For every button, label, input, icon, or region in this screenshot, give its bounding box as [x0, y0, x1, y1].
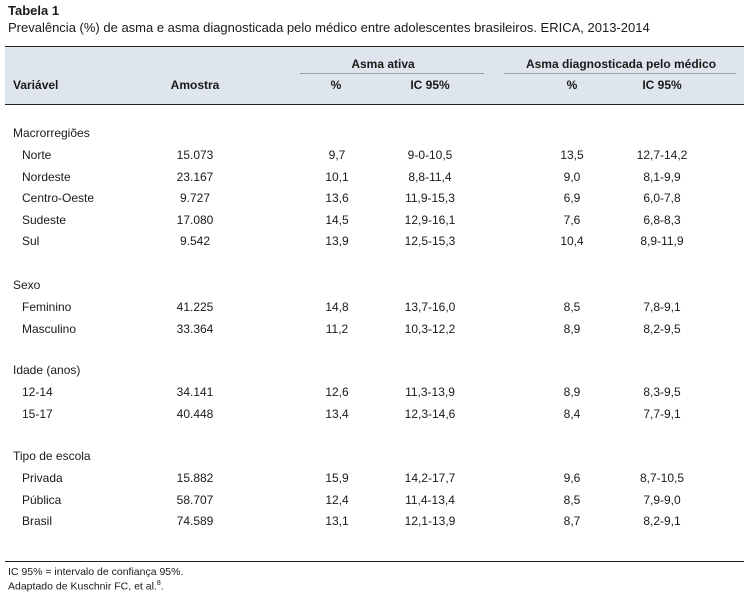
cell-amostra: 74.589 [176, 514, 214, 528]
cell-asma-diagnosticada-pct: 9,0 [563, 169, 581, 184]
cell-amostra: 23.167 [176, 169, 214, 184]
cell-variavel: Norte [22, 148, 52, 162]
cell-asma-diagnosticada-ic: 8,2-9,5 [643, 321, 681, 336]
cell-asma-diagnosticada-pct: 6,9 [563, 191, 581, 205]
cell-asma-ativa-ic: 12,1-13,9 [404, 514, 456, 528]
cell-asma-diagnosticada-ic: 8,9-11,9 [640, 234, 684, 248]
cell-variavel: Brasil [22, 514, 53, 528]
column-header-variavel: Variável [13, 78, 59, 92]
cell-variavel: 12-14 [22, 385, 53, 399]
cell-asma-ativa-pct: 13,9 [325, 234, 349, 248]
section-label: Sexo [13, 278, 41, 292]
cell-asma-diagnosticada-pct: 9,6 [563, 471, 581, 485]
footnote-source-end: . [160, 580, 164, 593]
cell-asma-ativa-ic: 9-0-10,5 [407, 148, 453, 162]
column-header-asma-diagnosticada-ic: IC 95% [642, 78, 682, 92]
cell-asma-diagnosticada-pct: 8,9 [563, 385, 581, 399]
footnote-reference: 8 [156, 580, 161, 587]
cell-asma-diagnosticada-pct: 8,5 [563, 492, 581, 507]
cell-asma-diagnosticada-pct: 13,5 [560, 148, 584, 162]
section-label: Idade (anos) [13, 363, 81, 377]
cell-variavel: Privada [22, 471, 63, 485]
cell-asma-diagnosticada-pct: 8,4 [563, 406, 581, 421]
cell-asma-diagnosticada-ic: 7,9-9,0 [643, 492, 681, 507]
cell-asma-diagnosticada-ic: 8,1-9,9 [643, 169, 681, 184]
footnote-source: Adaptado de Kuschnir FC, et al.8. [8, 580, 164, 593]
cell-asma-ativa-pct: 13,6 [325, 191, 349, 205]
cell-asma-ativa-ic: 8,8-11,4 [408, 169, 452, 184]
footnote-abbreviation: IC 95% = intervalo de confiança 95%. [8, 566, 184, 578]
column-header-asma-ativa-ic: IC 95% [410, 78, 450, 92]
cell-asma-diagnosticada-ic: 8,3-9,5 [643, 385, 681, 399]
cell-variavel: Sudeste [22, 212, 67, 227]
group-header-asma-ativa: Asma ativa [351, 57, 415, 71]
footnote-source-text: Adaptado de Kuschnir FC, et al. [8, 580, 157, 593]
cell-amostra: 40.448 [176, 406, 214, 421]
column-header-asma-ativa-pct: % [330, 78, 342, 92]
section-label: Macrorregiões [13, 126, 90, 140]
column-header-amostra: Amostra [170, 78, 220, 92]
group-divider-asma-diagnosticada [504, 73, 736, 74]
cell-asma-diagnosticada-ic: 7,8-9,1 [643, 300, 681, 314]
section-label: Tipo de escola [13, 449, 91, 463]
cell-asma-ativa-pct: 13,1 [325, 514, 349, 528]
cell-asma-ativa-pct: 12,6 [325, 385, 349, 399]
cell-asma-ativa-pct: 9,7 [328, 148, 346, 162]
cell-amostra: 17.080 [176, 212, 214, 227]
cell-asma-ativa-pct: 10,1 [325, 169, 349, 184]
cell-amostra: 34.141 [176, 385, 214, 399]
cell-variavel: Centro-Oeste [22, 191, 95, 205]
cell-asma-diagnosticada-pct: 8,7 [563, 514, 581, 528]
cell-asma-diagnosticada-ic: 6,8-8,3 [643, 212, 681, 227]
cell-amostra: 15.073 [176, 148, 214, 162]
cell-variavel: Nordeste [22, 169, 71, 184]
cell-asma-ativa-ic: 12,9-16,1 [404, 212, 456, 227]
cell-asma-ativa-ic: 11,9-15,3 [405, 191, 455, 205]
cell-amostra: 15.882 [176, 471, 214, 485]
cell-asma-ativa-ic: 14,2-17,7 [404, 471, 456, 485]
cell-asma-diagnosticada-ic: 8,2-9,1 [643, 514, 681, 528]
cell-asma-ativa-ic: 11,3-13,9 [405, 385, 455, 399]
cell-variavel: Pública [22, 492, 62, 507]
cell-asma-ativa-ic: 12,3-14,6 [404, 406, 456, 421]
table-header [5, 46, 744, 105]
cell-asma-ativa-ic: 10,3-12,2 [404, 321, 456, 336]
table-title: Tabela 1 [8, 3, 60, 18]
cell-variavel: Sul [22, 234, 40, 248]
cell-amostra: 41.225 [176, 300, 214, 314]
table-bottom-rule [5, 561, 744, 562]
group-header-asma-diagnosticada: Asma diagnosticada pelo médico [525, 57, 717, 71]
cell-variavel: Masculino [22, 321, 77, 336]
cell-asma-ativa-pct: 14,5 [325, 212, 349, 227]
cell-asma-diagnosticada-pct: 10,4 [560, 234, 584, 248]
cell-asma-ativa-ic: 11,4-13,4 [405, 492, 455, 507]
cell-amostra: 58.707 [176, 492, 214, 507]
cell-asma-diagnosticada-ic: 8,7-10,5 [639, 471, 685, 485]
column-header-asma-diagnosticada-pct: % [566, 78, 578, 92]
cell-asma-ativa-ic: 12,5-15,3 [404, 234, 456, 248]
cell-asma-ativa-ic: 13,7-16,0 [404, 300, 456, 314]
cell-asma-ativa-pct: 14,8 [325, 300, 349, 314]
cell-asma-diagnosticada-pct: 8,9 [563, 321, 581, 336]
cell-asma-ativa-pct: 12,4 [325, 492, 349, 507]
cell-amostra: 9.727 [179, 191, 211, 205]
cell-variavel: 15-17 [22, 406, 53, 421]
cell-asma-ativa-pct: 13,4 [325, 406, 349, 421]
cell-asma-diagnosticada-ic: 7,7-9,1 [643, 406, 681, 421]
cell-variavel: Feminino [22, 300, 72, 314]
cell-asma-diagnosticada-pct: 8,5 [563, 300, 581, 314]
cell-asma-ativa-pct: 15,9 [325, 471, 349, 485]
table-caption: Prevalência (%) de asma e asma diagnosti… [8, 20, 650, 35]
cell-asma-diagnosticada-ic: 12,7-14,2 [636, 148, 688, 162]
cell-asma-diagnosticada-ic: 6,0-7,8 [643, 191, 681, 205]
cell-asma-ativa-pct: 11,2 [325, 321, 349, 336]
group-divider-asma-ativa [300, 73, 484, 74]
cell-amostra: 9.542 [179, 234, 211, 248]
cell-amostra: 33.364 [176, 321, 214, 336]
cell-asma-diagnosticada-pct: 7,6 [563, 212, 581, 227]
